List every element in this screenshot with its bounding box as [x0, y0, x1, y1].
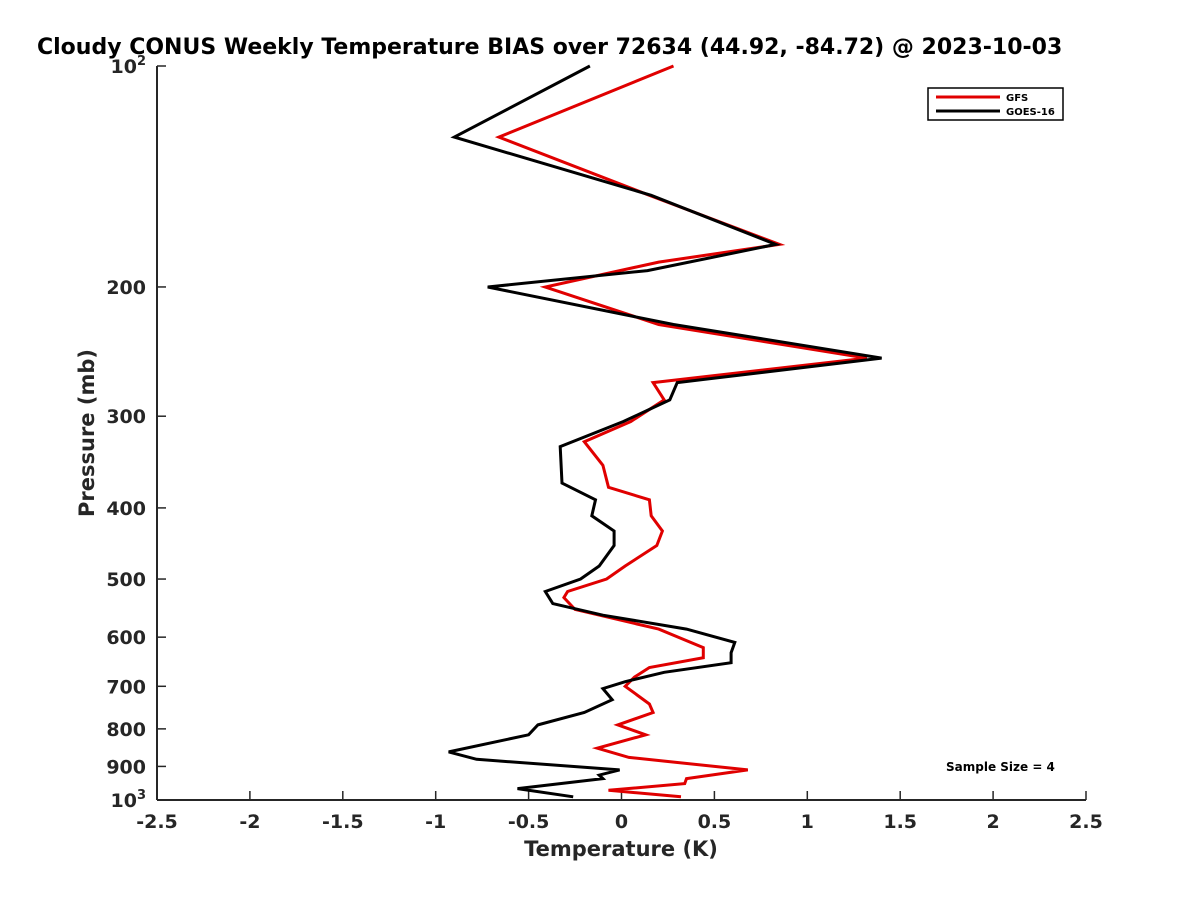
legend-label: GFS [1006, 93, 1028, 104]
y-tick-label: 600 [106, 627, 146, 649]
legend-box [927, 87, 1064, 121]
x-tick-label: 0 [615, 811, 628, 833]
x-ticks: -2.5 -2 -1.5 -1 -0.5 0 0.5 1 1.5 2 2.5 [136, 791, 1103, 833]
series-line-gfs [494, 64, 868, 799]
legend: GFS GOES-16 [927, 87, 1064, 121]
x-axis-label: Temperature (K) [524, 837, 718, 861]
chart-title: Cloudy CONUS Weekly Temperature BIAS ove… [37, 35, 1062, 60]
y-tick-label: 500 [106, 569, 146, 591]
y-tick-label: 800 [106, 719, 146, 741]
x-tick-label: -1.5 [322, 811, 364, 833]
x-tick-label: 2 [986, 811, 999, 833]
y-axis-label: Pressure (mb) [75, 349, 99, 517]
y-tick-label: 400 [106, 498, 146, 520]
sample-size-annotation: Sample Size = 4 [946, 760, 1055, 774]
axes [156, 66, 1086, 801]
plot-lines [448, 64, 882, 799]
y-tick-label: 900 [106, 756, 146, 778]
x-tick-label: 0.5 [698, 811, 732, 833]
x-tick-label: -2.5 [136, 811, 178, 833]
y-tick-label: 200 [106, 277, 146, 299]
y-tick-label: 700 [106, 676, 146, 698]
y-tick-label: 103 [111, 788, 147, 812]
y-tick-label: 102 [111, 54, 147, 78]
x-tick-label: -2 [239, 811, 260, 833]
y-tick-label: 300 [106, 406, 146, 428]
x-tick-label: 1.5 [883, 811, 917, 833]
x-tick-label: 2.5 [1069, 811, 1103, 833]
x-tick-label: -0.5 [508, 811, 550, 833]
y-ticks: 102 200 300 400 500 600 700 800 900 103 [106, 54, 166, 812]
series-line-goes-16 [448, 64, 882, 799]
legend-label: GOES-16 [1006, 107, 1055, 118]
x-tick-label: -1 [425, 811, 446, 833]
x-tick-label: 1 [801, 811, 814, 833]
